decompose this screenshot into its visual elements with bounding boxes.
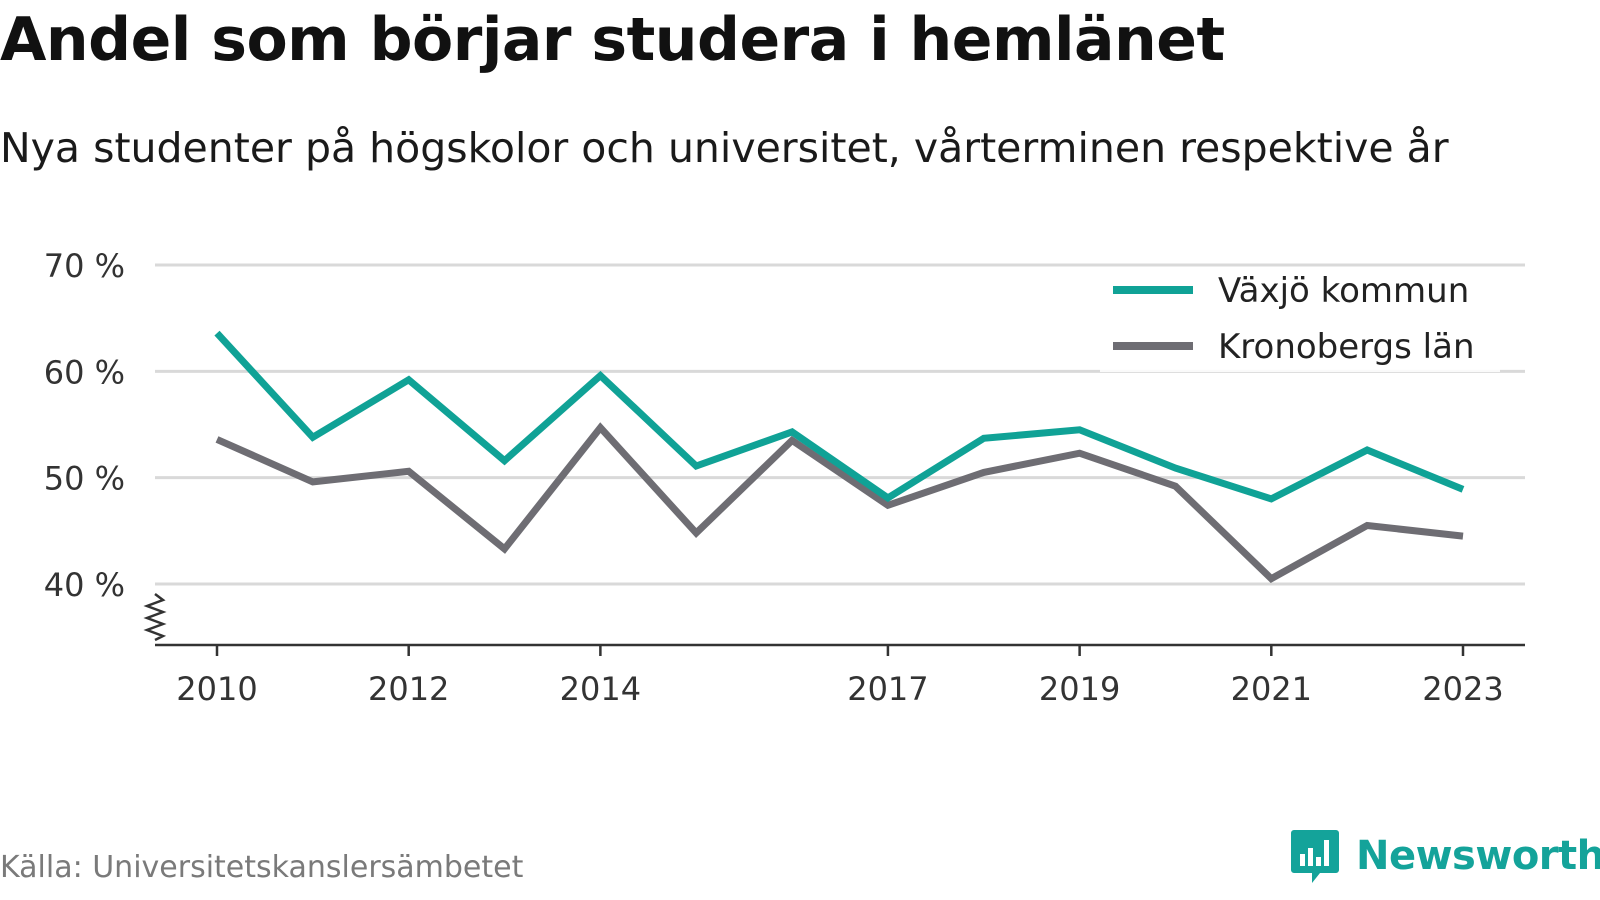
x-tick-labels: 2010 2012 2014 2017 2019 2021 2023: [176, 670, 1503, 708]
series-line-kronoberg: [215, 422, 1464, 584]
x-tick-label: 2023: [1422, 670, 1503, 708]
bar-chart-speech-bubble-icon: [1291, 830, 1339, 883]
chart-title: Andel som börjar studera i hemlänet: [0, 5, 1225, 75]
axis-break-icon: [143, 593, 167, 642]
source-note: Källa: Universitetskanslersämbetet: [0, 850, 524, 885]
chart-subtitle: Nya studenter på högskolor och universit…: [0, 124, 1449, 172]
legend-label: Växjö kommun: [1218, 271, 1469, 311]
brand-logo[interactable]: Newsworthy: [1290, 826, 1600, 886]
x-tick-label: 2010: [176, 670, 257, 708]
y-tick-labels: 40 % 50 % 60 % 70 %: [44, 247, 125, 604]
y-tick-label: 50 %: [44, 460, 125, 498]
x-tick-label: 2012: [368, 670, 449, 708]
y-tick-label: 40 %: [44, 566, 125, 604]
x-tick-label: 2014: [560, 670, 641, 708]
series-lines: [214, 330, 1465, 584]
series-line-vaxjo: [214, 330, 1465, 503]
brand-name: Newsworthy: [1356, 833, 1600, 879]
legend: Växjö kommun Kronobergs län: [1100, 268, 1500, 372]
x-tick-label: 2017: [847, 670, 928, 708]
x-tick-label: 2019: [1039, 670, 1120, 708]
y-tick-label: 60 %: [44, 353, 125, 391]
x-axis: [143, 593, 1525, 656]
legend-background: [1100, 268, 1500, 372]
x-tick-label: 2021: [1231, 670, 1312, 708]
legend-label: Kronobergs län: [1218, 327, 1475, 367]
y-tick-label: 70 %: [44, 247, 125, 285]
